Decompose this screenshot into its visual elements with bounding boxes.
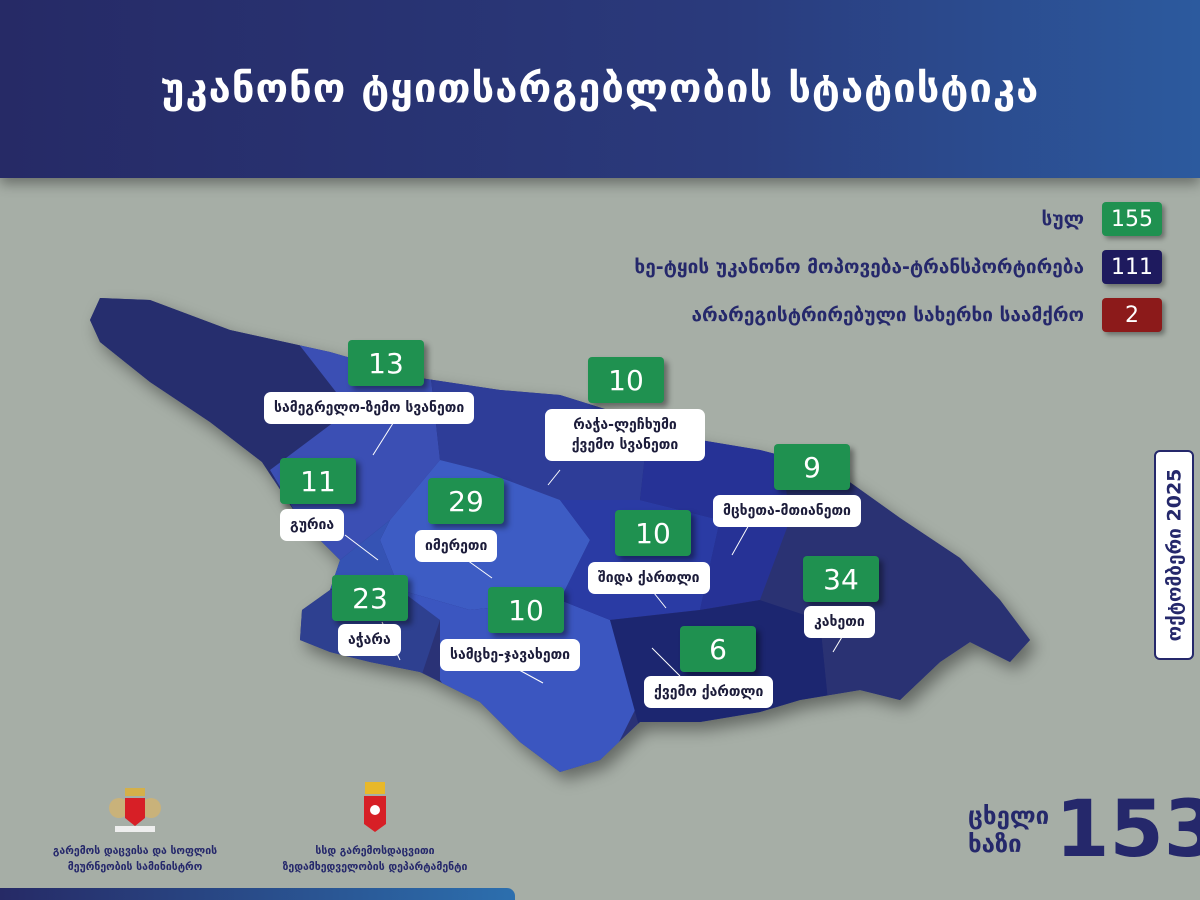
region-label-imereti: იმერეთი xyxy=(415,530,498,562)
region-value-mtskheta: 9 xyxy=(774,444,850,490)
region-samtskhe xyxy=(400,590,640,772)
legend-sawmill: არარეგისტრირებული სახერხი საამქრო 2 xyxy=(692,298,1162,332)
region-label-guria: გურია xyxy=(280,509,345,541)
emblem-logo xyxy=(364,782,386,832)
bottom-bar xyxy=(0,888,515,900)
region-value-shida-kartli: 10 xyxy=(615,510,691,556)
header: უკანონო ტყითსარგებლობის სტატისტიკა xyxy=(0,0,1200,178)
org-department: სსდ გარემოსდაცვითი ზედამხედველობის დეპარ… xyxy=(260,778,490,875)
date-badge: ოქტომბერი 2025 xyxy=(1154,450,1194,660)
region-label-adjara: აჭარა xyxy=(338,624,401,656)
region-value-guria: 11 xyxy=(280,458,356,504)
region-label-samegrelo: სამეგრელო-ზემო სვანეთი xyxy=(264,392,475,424)
region-label-kakheti: კახეთი xyxy=(804,606,875,638)
region-value-kakheti: 34 xyxy=(803,556,879,602)
hotline-number: 153 xyxy=(1055,785,1200,875)
region-label-kvemo-kartli: ქვემო ქართლი xyxy=(644,676,774,708)
region-value-samegrelo: 13 xyxy=(348,340,424,386)
legend-illegal-logging: ხე-ტყის უკანონო მოპოვება-ტრანსპორტირება 1… xyxy=(634,250,1162,284)
region-value-imereti: 29 xyxy=(428,478,504,524)
coat-of-arms-logo xyxy=(109,788,161,832)
region-label-racha: რაჭა-ლეჩხუმი ქვემო სვანეთი xyxy=(545,409,705,461)
region-value-racha: 10 xyxy=(588,357,664,403)
org-ministry: გარემოს დაცვისა და სოფლის მეურნეობის სამ… xyxy=(40,778,230,875)
legend: სულ 155 ხე-ტყის უკანონო მოპოვება-ტრანსპორ… xyxy=(634,202,1162,332)
hotline: ცხელი ხაზი 153 xyxy=(968,790,1200,870)
region-label-mtskheta: მცხეთა-მთიანეთი xyxy=(713,495,861,527)
page-title: უკანონო ტყითსარგებლობის სტატისტიკა xyxy=(160,66,1040,112)
region-label-samtskhe: სამცხე-ჯავახეთი xyxy=(440,639,581,671)
region-value-kvemo-kartli: 6 xyxy=(680,626,756,672)
region-value-adjara: 23 xyxy=(332,575,408,621)
region-value-samtskhe: 10 xyxy=(488,587,564,633)
legend-total: სულ 155 xyxy=(1042,202,1162,236)
region-label-shida-kartli: შიდა ქართლი xyxy=(588,562,710,594)
